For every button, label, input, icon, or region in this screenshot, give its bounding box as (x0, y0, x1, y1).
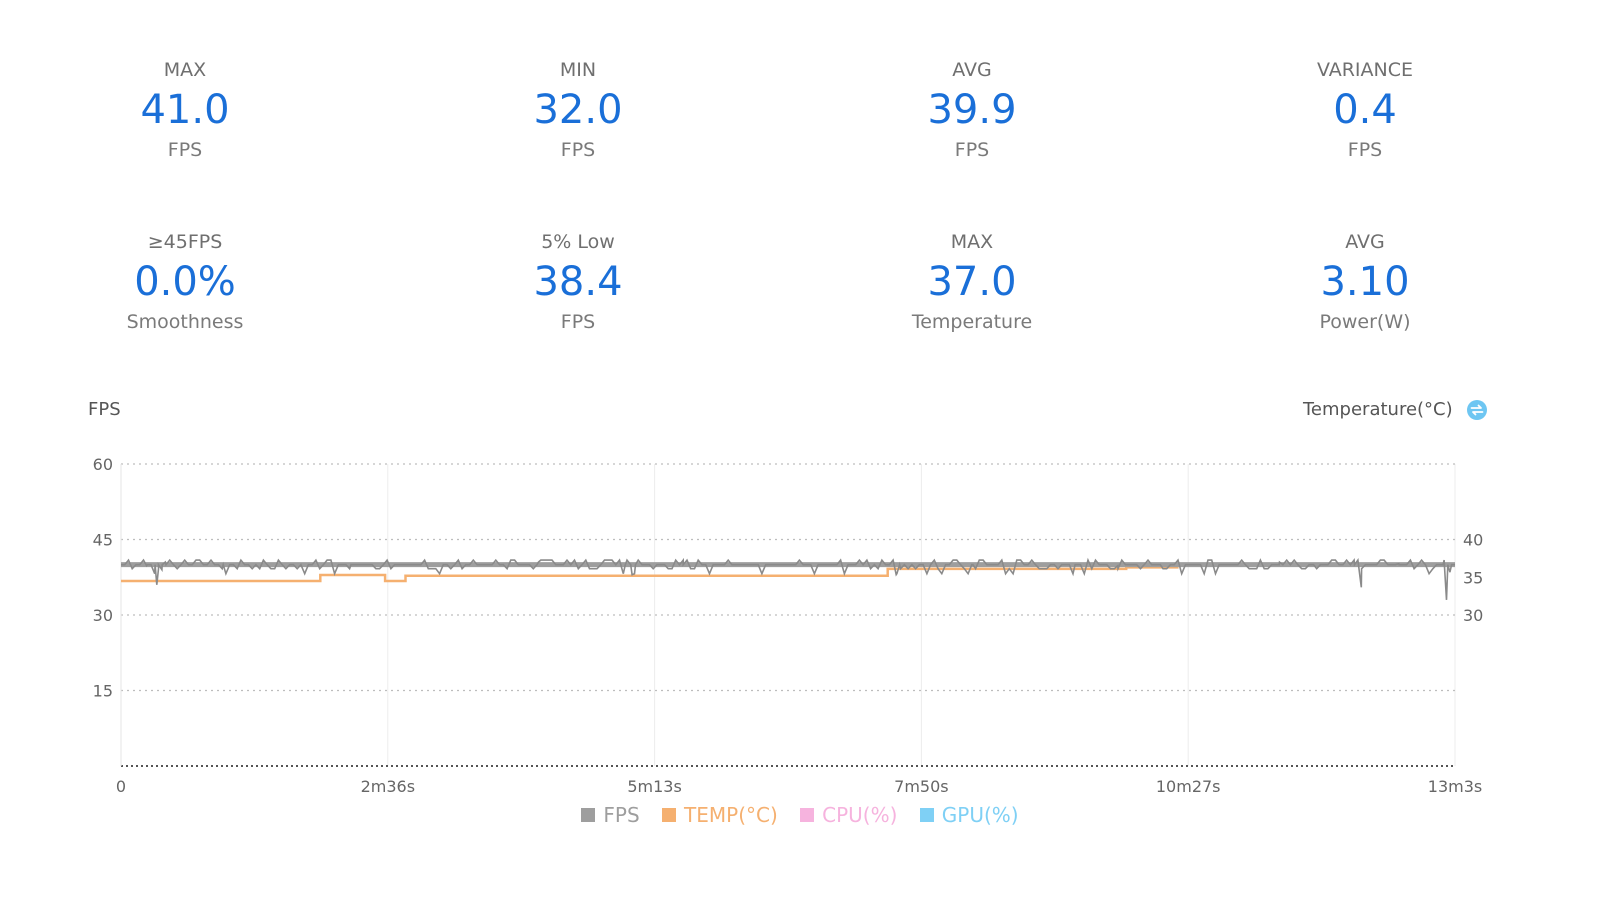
legend-swatch-fps (581, 808, 596, 822)
legend-swatch-cpu (800, 808, 815, 822)
stat-label: VARIANCE (1316, 59, 1414, 81)
y-left-tick-label: 60 (93, 455, 113, 474)
legend-label-gpu: GPU(%) (941, 803, 1019, 827)
stat-unit: FPS (1347, 139, 1383, 161)
stat-fps-max: MAX 41.0 FPS (35, 58, 335, 162)
stat-label: 5% Low (541, 231, 615, 253)
right-axis-title: Temperature(°C) (1303, 399, 1453, 420)
stat-label: MAX (950, 231, 994, 253)
left-axis-title: FPS (88, 399, 121, 420)
right-y-axis: 30 35 40 (1463, 531, 1483, 626)
grid (120, 463, 1456, 767)
stat-value: 37.0 (927, 259, 1017, 305)
stat-fps-min: MIN 32.0 FPS (428, 58, 728, 162)
stat-label: AVG (1345, 231, 1385, 253)
x-axis: 0 2m36s 5m13s 7m50s 10m27s 13m3s (116, 777, 1482, 796)
stat-value: 0.4 (1333, 87, 1397, 133)
legend-swatch-temp (662, 808, 677, 822)
stat-5pct-low: 5% Low 38.4 FPS (428, 230, 728, 334)
stat-fps-avg: AVG 39.9 FPS (822, 58, 1122, 162)
stat-unit: Power(W) (1319, 311, 1411, 333)
legend-item-gpu[interactable]: GPU(%) (919, 803, 1019, 827)
stat-value: 38.4 (533, 259, 623, 305)
stat-value: 3.10 (1320, 259, 1410, 305)
legend-item-fps[interactable]: FPS (581, 803, 640, 827)
swap-vertical-icon[interactable] (1466, 399, 1488, 421)
legend-item-temp[interactable]: TEMP(°C) (662, 803, 778, 827)
legend-item-cpu[interactable]: CPU(%) (800, 803, 897, 827)
x-tick-label: 0 (116, 777, 126, 796)
x-tick-label: 13m3s (1428, 777, 1482, 796)
stat-unit: FPS (954, 139, 990, 161)
stat-value: 41.0 (140, 87, 230, 133)
x-tick-label: 2m36s (361, 777, 415, 796)
y-left-tick-label: 30 (93, 606, 113, 625)
x-tick-label: 7m50s (894, 777, 948, 796)
left-y-axis: 15 30 45 60 (93, 455, 113, 701)
series-layer (121, 557, 1455, 600)
legend-label-temp: TEMP(°C) (684, 803, 778, 827)
y-left-tick-label: 45 (93, 531, 113, 550)
series-fps-line (121, 557, 1455, 600)
stat-label: MIN (559, 59, 597, 81)
stat-label: AVG (952, 59, 992, 81)
stat-unit: FPS (560, 311, 596, 333)
stat-unit: FPS (167, 139, 203, 161)
x-tick-label: 10m27s (1156, 777, 1221, 796)
legend-label-cpu: CPU(%) (822, 803, 898, 827)
stat-label: MAX (163, 59, 207, 81)
y-right-tick-label: 40 (1463, 531, 1483, 550)
stat-unit: FPS (560, 139, 596, 161)
stat-temperature-max: MAX 37.0 Temperature (822, 230, 1122, 334)
stat-unit: Temperature (911, 311, 1033, 333)
stat-power-avg: AVG 3.10 Power(W) (1215, 230, 1515, 334)
x-tick-label: 5m13s (627, 777, 681, 796)
stat-unit: Smoothness (126, 311, 244, 333)
stat-smoothness: ≥45FPS 0.0% Smoothness (35, 230, 335, 334)
y-right-tick-label: 30 (1463, 606, 1483, 625)
chart-legend: FPS TEMP(°C) CPU(%) GPU(%) (0, 803, 1600, 827)
stat-value: 0.0% (134, 259, 236, 305)
y-right-tick-label: 35 (1463, 568, 1483, 587)
y-left-tick-label: 15 (93, 682, 113, 701)
legend-label-fps: FPS (603, 803, 640, 827)
stat-fps-variance: VARIANCE 0.4 FPS (1215, 58, 1515, 162)
stat-value: 39.9 (927, 87, 1017, 133)
stat-label: ≥45FPS (147, 231, 223, 253)
stat-value: 32.0 (533, 87, 623, 133)
legend-swatch-gpu (919, 808, 934, 822)
